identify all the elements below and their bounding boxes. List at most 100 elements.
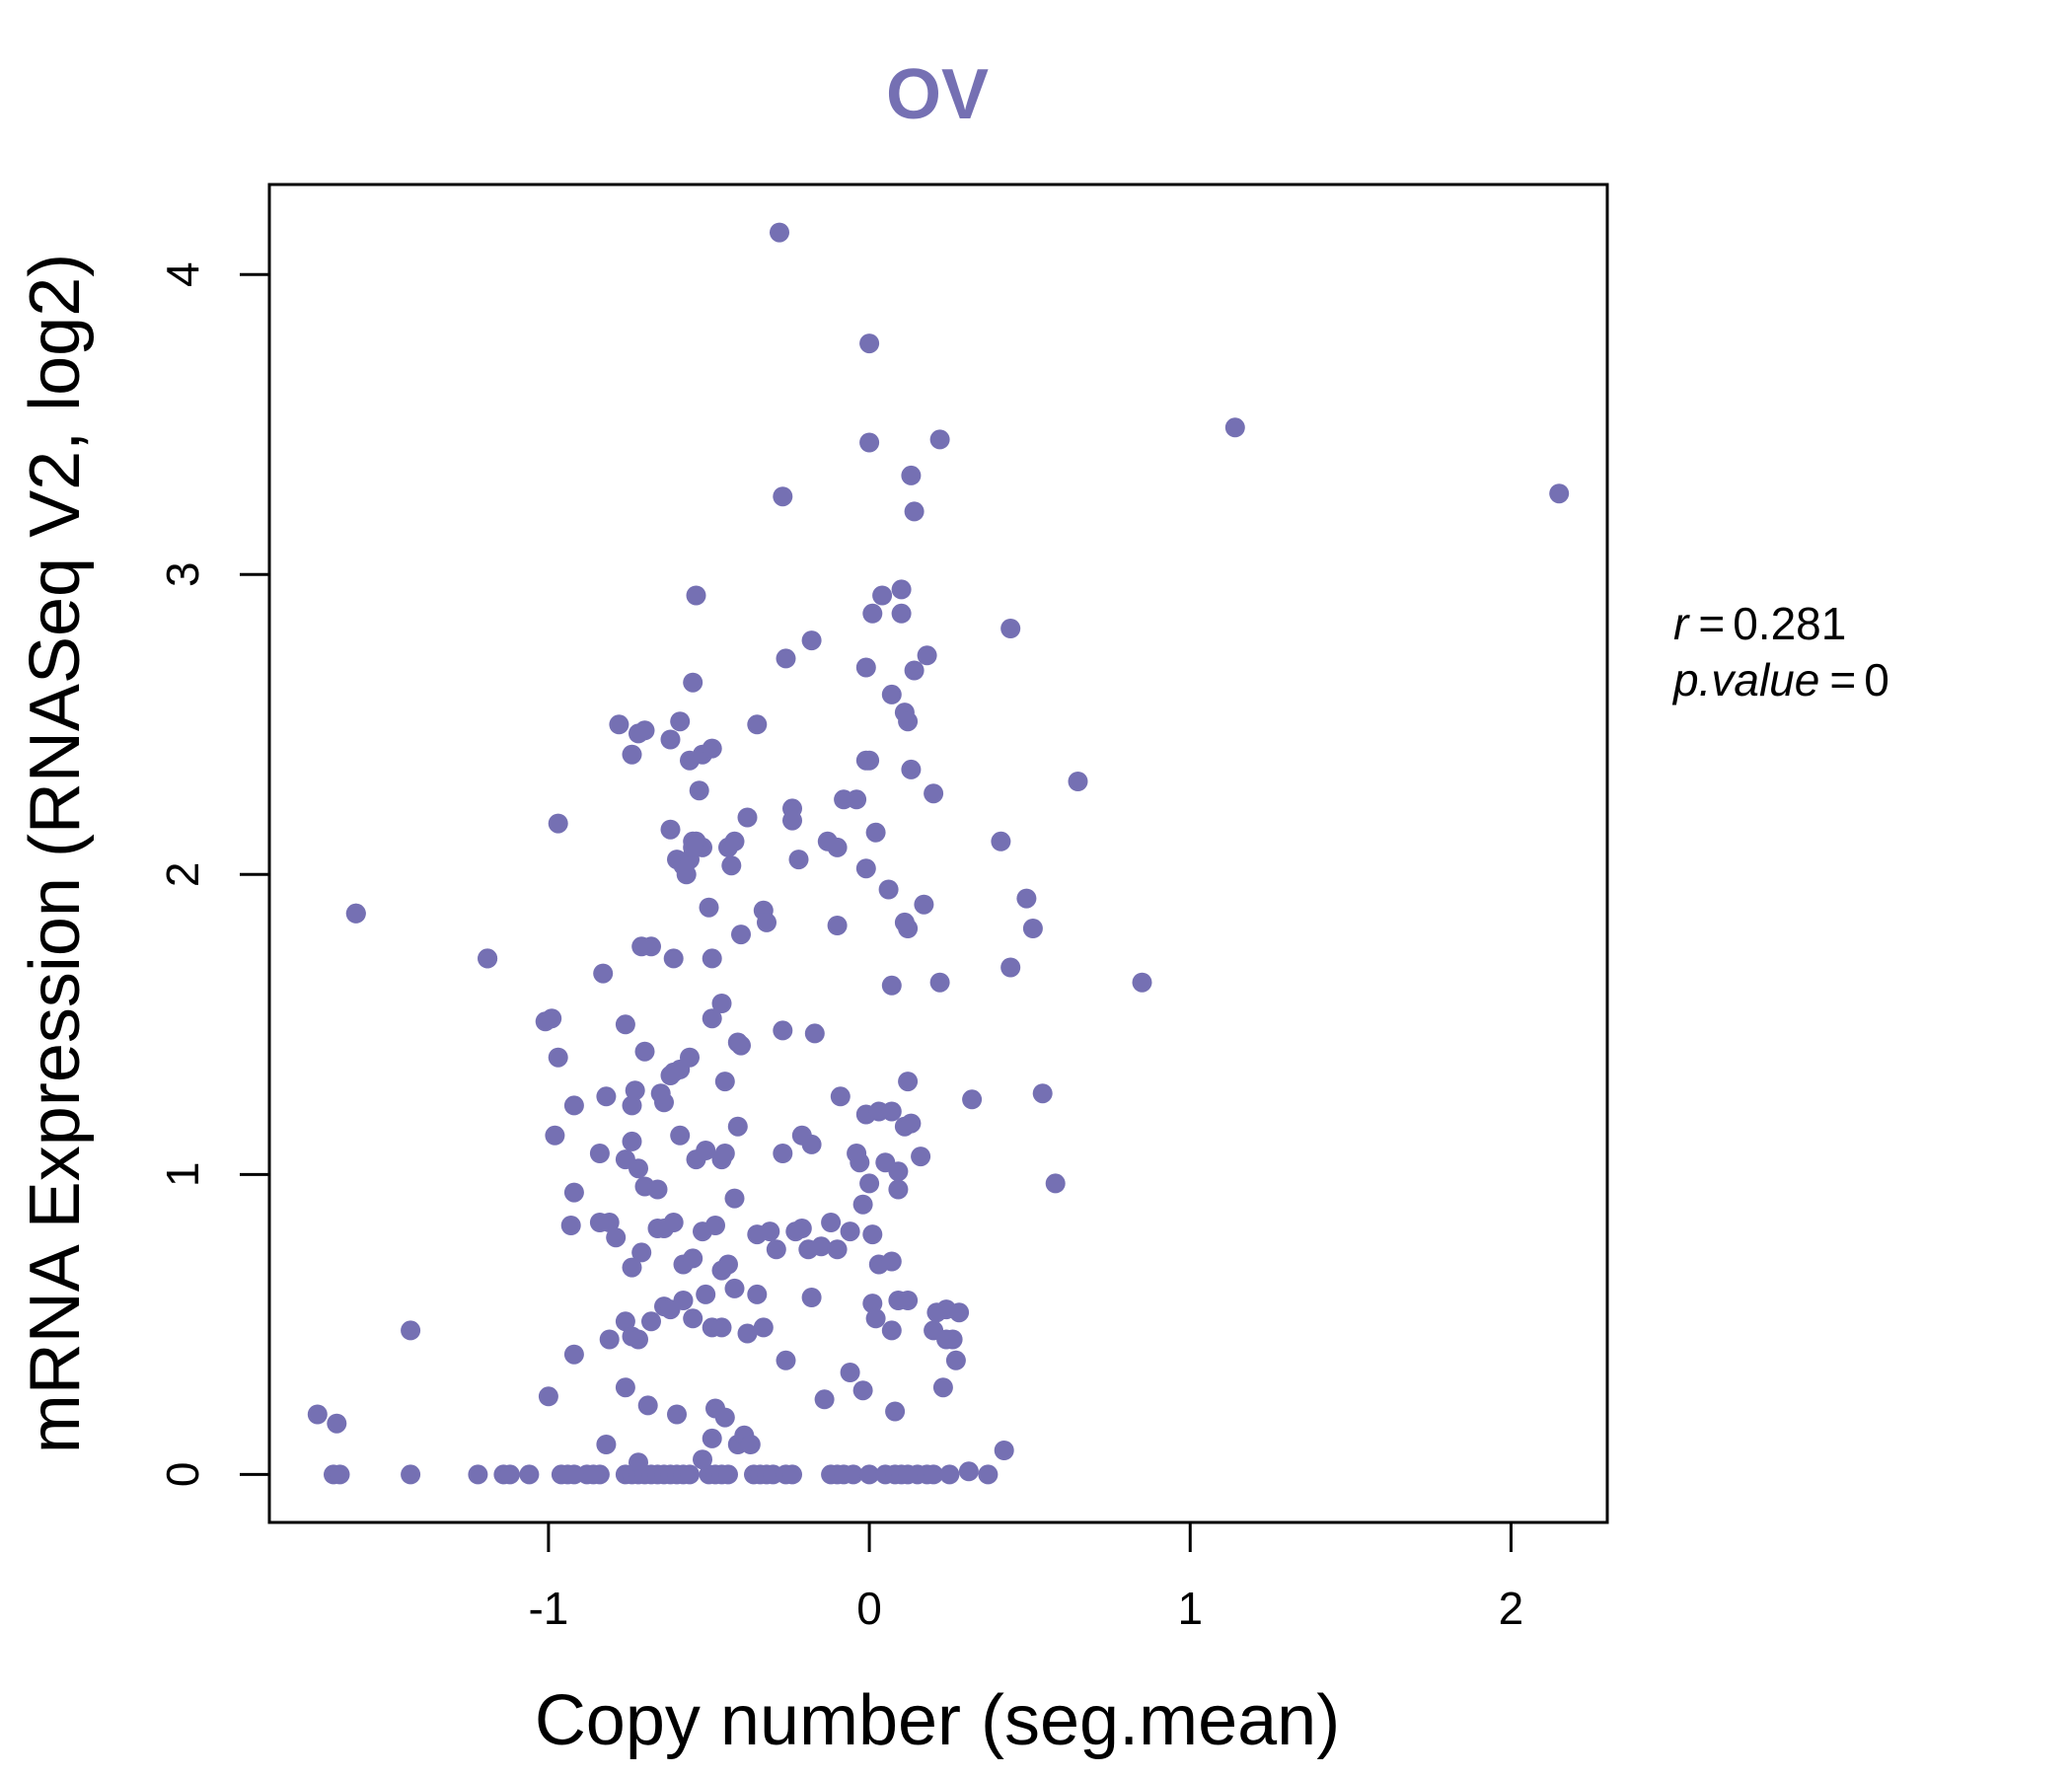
data-point [401,1464,421,1485]
data-point [589,1144,610,1163]
data-point [615,1311,635,1332]
y-tick-label: 2 [157,861,208,887]
x-tick-label: 1 [1177,1583,1203,1634]
data-point [872,585,893,606]
data-point [702,1008,722,1029]
data-point [850,1152,870,1173]
data-point [855,657,876,678]
data-point [788,850,809,870]
data-point [478,948,498,969]
data-point [673,1291,694,1310]
data-point [499,1464,520,1485]
plot-frame [267,183,1609,1524]
data-point [705,1216,725,1235]
stat-p-value: 0 [1864,654,1889,705]
data-point [840,1221,860,1242]
data-point [904,501,925,522]
data-point [929,972,950,993]
data-point [991,831,1011,851]
data-point [545,1125,565,1146]
data-point [731,925,751,945]
data-point [676,864,697,885]
data-point [782,1464,802,1485]
y-axis: 0 1 2 3 4 [157,261,269,1487]
data-point [641,1311,661,1332]
data-point [801,630,822,651]
data-point [865,1308,886,1329]
data-point [724,831,745,851]
data-point [814,1389,835,1410]
data-point [683,1248,703,1269]
data-point [747,714,768,735]
data-point [801,1288,822,1307]
data-point [898,919,919,938]
data-point [714,1407,735,1428]
data-point [773,1020,793,1041]
data-point [888,1161,909,1182]
data-point [401,1320,421,1341]
data-point [663,1062,684,1082]
stat-r: r = 0.281 [1673,598,1846,649]
data-point [859,750,880,771]
data-point [753,1317,774,1338]
data-point [548,1047,568,1068]
data-point [1000,957,1021,978]
data-point [714,1144,735,1163]
data-point [898,1072,919,1092]
data-point [917,645,937,666]
data-point [683,1308,703,1329]
data-point [865,822,886,843]
data-point [914,894,934,915]
data-point [542,1008,562,1029]
data-point [776,648,796,669]
data-point [904,660,925,681]
data-point [563,1344,584,1365]
data-point [702,1428,722,1448]
data-point [878,879,899,900]
data-point [686,585,706,606]
data-point [711,994,732,1013]
data-points [307,222,1570,1485]
data-point [1068,772,1088,791]
data-point [699,897,719,918]
data-point [680,1047,700,1068]
data-point [881,1101,902,1122]
data-point [958,1461,979,1482]
data-point [589,1464,610,1485]
stat-p-equals: = [1829,654,1856,705]
data-point [327,1413,347,1434]
data-point [670,711,691,732]
data-point [852,1194,873,1215]
stat-p-label: p.value [1671,654,1819,705]
data-point [609,714,629,735]
data-point [791,1219,812,1238]
data-point [660,729,681,750]
data-point [862,1294,883,1314]
data-point [548,813,568,834]
data-point [747,1284,768,1304]
data-point [901,465,922,485]
data-point [757,912,777,932]
stat-r-equals: = [1698,598,1725,649]
data-point [637,1395,658,1416]
data-point [718,1254,738,1275]
data-point [599,1329,620,1350]
data-point [859,432,880,453]
data-point [862,603,883,624]
data-point [1016,888,1037,909]
data-point [538,1386,558,1407]
y-axis-label: mRNA Expression (RNASeq V2, log2) [16,254,95,1453]
data-point [1022,919,1043,938]
data-point [727,1116,748,1137]
data-point [689,780,709,801]
data-point [821,1213,842,1232]
data-point [924,783,944,804]
data-point [596,1435,617,1454]
data-point [881,684,902,704]
data-point [1224,417,1245,438]
data-point [924,1464,944,1485]
data-point [622,1131,642,1151]
data-point [622,1095,642,1116]
data-point [881,975,902,996]
data-point [843,1464,863,1485]
